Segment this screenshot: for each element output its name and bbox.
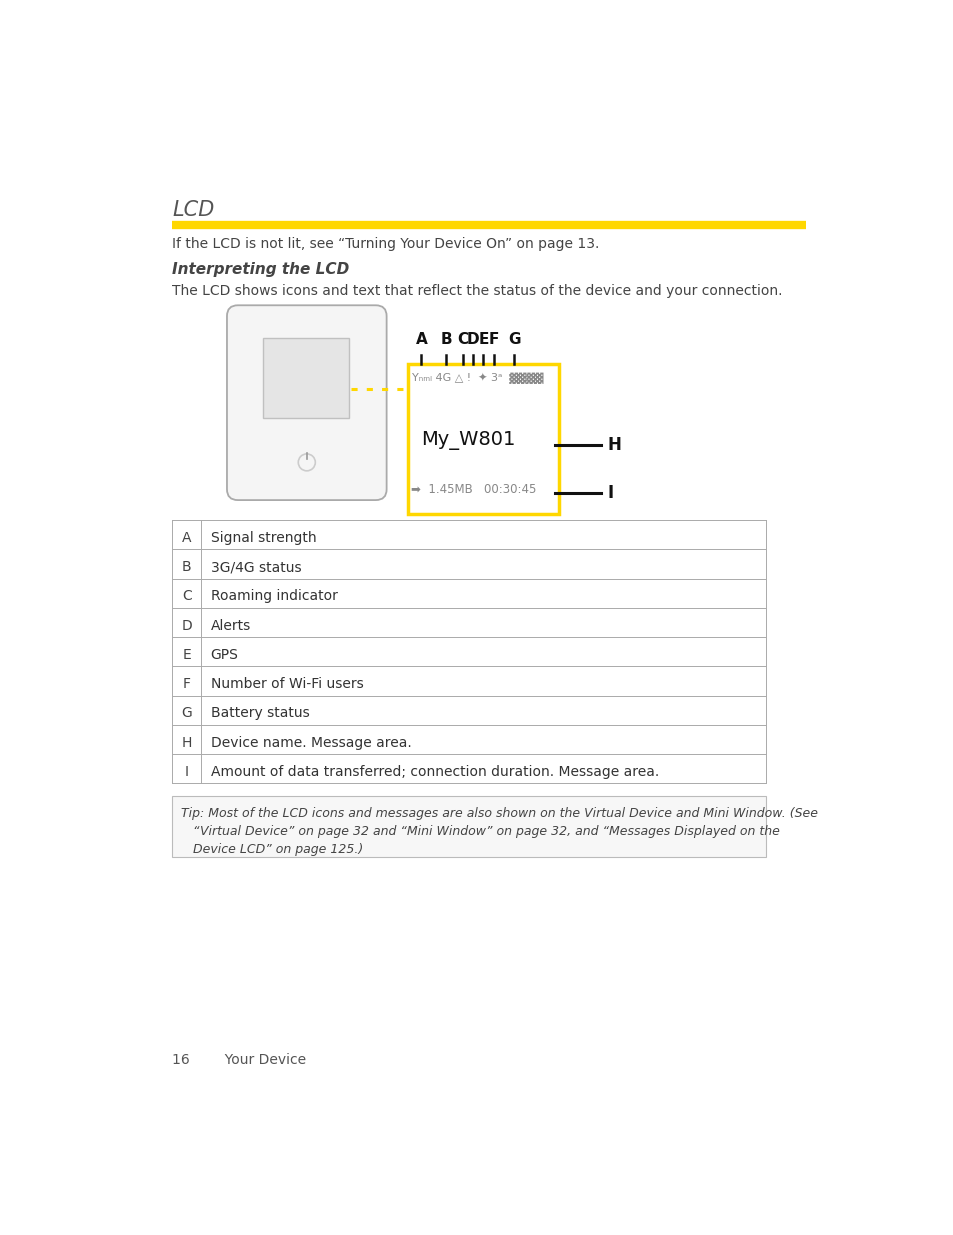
Text: Alerts: Alerts [211,619,251,632]
Text: My_W801: My_W801 [421,431,516,450]
Text: Yₙₘₗ 4G △ !  ✦ 3ᵃ  ▓▓▓▓: Yₙₘₗ 4G △ ! ✦ 3ᵃ ▓▓▓▓ [412,372,543,384]
Text: Device name. Message area.: Device name. Message area. [211,736,411,750]
Text: GPS: GPS [211,648,238,662]
Text: E: E [477,332,488,347]
Text: A: A [416,332,427,347]
Text: 16        Your Device: 16 Your Device [172,1053,306,1067]
Text: F: F [182,677,191,692]
Text: Interpreting the LCD: Interpreting the LCD [172,262,349,277]
Text: B: B [182,561,192,574]
Text: Signal strength: Signal strength [211,531,316,545]
Text: The LCD shows icons and text that reflect the status of the device and your conn: The LCD shows icons and text that reflec… [172,284,781,298]
Text: D: D [181,619,192,632]
Text: I: I [185,764,189,779]
Text: Amount of data transferred; connection duration. Message area.: Amount of data transferred; connection d… [211,764,659,779]
Text: Battery status: Battery status [211,706,309,720]
Text: I: I [607,484,613,503]
FancyBboxPatch shape [227,305,386,500]
Text: ➡  1.45MB   00:30:45: ➡ 1.45MB 00:30:45 [410,483,536,496]
Text: D: D [467,332,479,347]
Text: E: E [182,648,191,662]
Text: B: B [440,332,452,347]
Text: If the LCD is not lit, see “Turning Your Device On” on page 13.: If the LCD is not lit, see “Turning Your… [172,237,598,251]
Text: H: H [607,436,620,453]
Bar [407,364,558,514]
Text: G: G [181,706,192,720]
Text: C: C [456,332,468,347]
Text: G: G [508,332,520,347]
Text: Tip: Most of the LCD icons and messages are also shown on the Virtual Device and: Tip: Most of the LCD icons and messages … [181,806,818,856]
Text: LCD: LCD [172,200,214,220]
Text: Number of Wi-Fi users: Number of Wi-Fi users [211,677,363,692]
Text: H: H [181,736,192,750]
Text: C: C [182,589,192,604]
Bar [172,795,765,857]
Text: F: F [488,332,498,347]
Text: 3G/4G status: 3G/4G status [211,561,301,574]
Text: A: A [182,531,192,545]
Text: Roaming indicator: Roaming indicator [211,589,337,604]
Bar [262,337,349,419]
